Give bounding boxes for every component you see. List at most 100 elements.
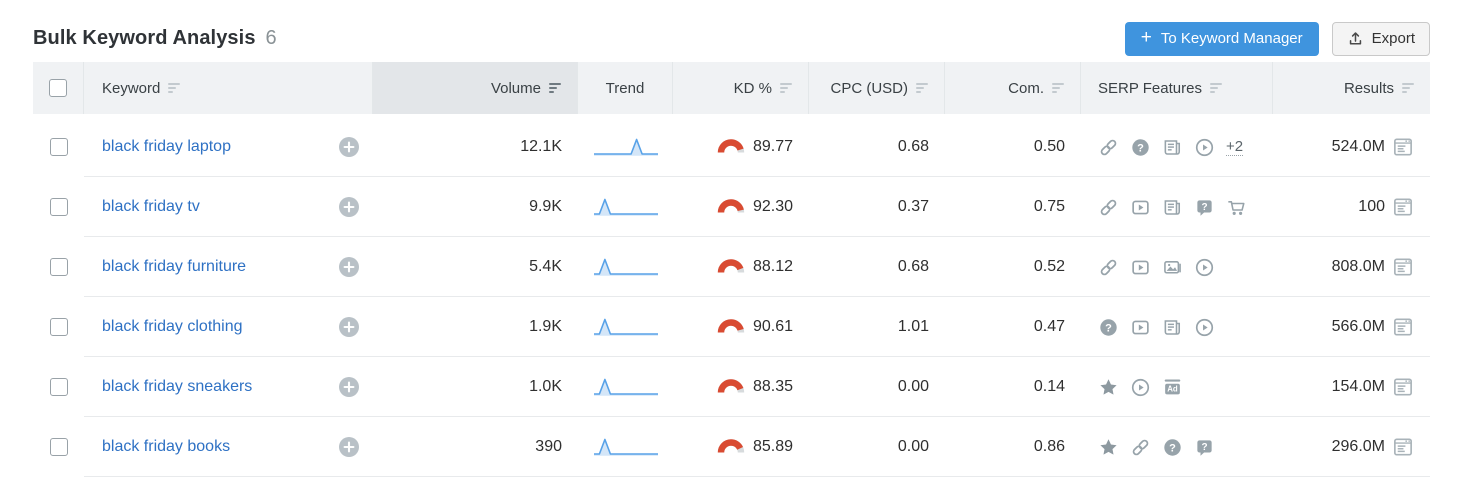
keyword-cell: black friday tv [84, 177, 373, 237]
cpc-value: 0.37 [897, 198, 929, 215]
export-label: Export [1371, 30, 1415, 47]
volume-cell: 1.0K [373, 357, 578, 417]
com-value: 0.75 [1033, 198, 1065, 215]
results-cell: 100 [1273, 177, 1430, 237]
kd-column-label: KD % [733, 79, 772, 97]
video-square-icon [1130, 317, 1151, 338]
keyword-cell: black friday books [84, 417, 373, 477]
add-to-list-button[interactable] [338, 136, 360, 158]
volume-column-label: Volume [490, 79, 541, 97]
add-to-list-button[interactable] [338, 316, 360, 338]
shopping-cart-icon [1226, 197, 1247, 218]
svg-text:?: ? [1201, 442, 1207, 453]
column-header-cpc[interactable]: CPC (USD) [809, 62, 945, 114]
keyword-link[interactable]: black friday tv [102, 198, 200, 215]
cpc-value: 0.68 [897, 138, 929, 155]
kd-cell: 88.35 [673, 357, 809, 417]
column-header-keyword[interactable]: Keyword [84, 62, 373, 114]
results-value: 566.0M [1331, 318, 1385, 335]
select-all-checkbox[interactable] [49, 79, 67, 97]
column-header-volume[interactable]: Volume [373, 62, 578, 114]
com-cell: 0.14 [945, 357, 1081, 417]
sort-icon [780, 83, 792, 93]
row-select-cell [33, 297, 84, 357]
com-value: 0.86 [1033, 438, 1065, 455]
keyword-link[interactable]: black friday books [102, 438, 231, 455]
row-checkbox[interactable] [49, 378, 68, 396]
table-row: black friday tv 9.9K 92.30 0.37 0.75 ? 1… [33, 177, 1430, 237]
volume-value: 1.9K [529, 318, 562, 335]
cpc-value: 0.00 [897, 438, 929, 455]
kd-gauge-icon [716, 198, 746, 216]
com-cell: 0.75 [945, 177, 1081, 237]
row-checkbox[interactable] [49, 318, 68, 336]
link-icon [1098, 197, 1119, 218]
row-select-cell [33, 177, 84, 237]
serp-features-cell: Ad [1081, 357, 1273, 417]
row-checkbox[interactable] [49, 438, 68, 456]
serp-features: ?? [1098, 437, 1215, 458]
com-value: 0.14 [1033, 378, 1065, 395]
trend-cell [578, 237, 673, 297]
results-column-label: Results [1343, 79, 1394, 97]
keyword-link[interactable]: black friday clothing [102, 318, 243, 335]
add-to-list-button[interactable] [338, 196, 360, 218]
cpc-cell: 0.37 [809, 177, 945, 237]
results-cell: 524.0M [1273, 117, 1430, 177]
to-keyword-manager-button[interactable]: + To Keyword Manager [1124, 21, 1319, 56]
keyword-cell: black friday laptop [84, 117, 373, 177]
keyword-link[interactable]: black friday sneakers [102, 378, 253, 395]
row-checkbox[interactable] [49, 258, 68, 276]
serp-features-cell: ? [1081, 177, 1273, 237]
results-value: 808.0M [1331, 258, 1385, 275]
serp-features-cell: ? +2 [1081, 117, 1273, 177]
serp-snapshot-icon[interactable] [1392, 136, 1414, 158]
add-to-list-button[interactable] [338, 256, 360, 278]
add-to-list-button[interactable] [338, 376, 360, 398]
kd-cell: 90.61 [673, 297, 809, 357]
serp-features-column-label: SERP Features [1098, 79, 1202, 97]
serp-snapshot-icon[interactable] [1392, 376, 1414, 398]
sort-icon [916, 83, 928, 93]
trend-column-label: Trend [605, 79, 645, 97]
results-value: 524.0M [1331, 138, 1385, 155]
table-body: black friday laptop 12.1K 89.77 0.68 0.5… [33, 117, 1430, 477]
com-cell: 0.52 [945, 237, 1081, 297]
serp-features: ? [1098, 317, 1215, 338]
volume-cell: 12.1K [373, 117, 578, 177]
cpc-value: 0.00 [897, 378, 929, 395]
column-header-results[interactable]: Results [1273, 62, 1430, 114]
plus-icon: + [1140, 27, 1152, 48]
column-header-com[interactable]: Com. [945, 62, 1081, 114]
kd-cell: 88.12 [673, 237, 809, 297]
kd-value: 88.12 [752, 258, 793, 275]
serp-snapshot-icon[interactable] [1392, 436, 1414, 458]
news-icon [1162, 317, 1183, 338]
page-title-wrap: Bulk Keyword Analysis 6 [33, 27, 277, 50]
video-circle-icon [1194, 317, 1215, 338]
news-icon [1162, 137, 1183, 158]
keyword-link[interactable]: black friday furniture [102, 258, 247, 275]
row-checkbox[interactable] [49, 198, 68, 216]
svg-text:?: ? [1201, 202, 1207, 213]
volume-value: 12.1K [520, 138, 562, 155]
trend-sparkline [593, 135, 659, 159]
serp-snapshot-icon[interactable] [1392, 256, 1414, 278]
results-value: 100 [1358, 198, 1385, 215]
to-keyword-manager-label: To Keyword Manager [1160, 30, 1303, 47]
serp-snapshot-icon[interactable] [1392, 316, 1414, 338]
row-checkbox[interactable] [49, 138, 68, 156]
add-to-list-button[interactable] [338, 436, 360, 458]
export-button[interactable]: Export [1331, 21, 1430, 56]
keyword-link[interactable]: black friday laptop [102, 138, 231, 155]
row-select-cell [33, 117, 84, 177]
serp-more-link[interactable]: +2 [1226, 137, 1244, 157]
sort-icon [168, 83, 181, 93]
serp-snapshot-icon[interactable] [1392, 196, 1414, 218]
com-cell: 0.47 [945, 297, 1081, 357]
video-circle-icon [1130, 377, 1151, 398]
com-cell: 0.86 [945, 417, 1081, 477]
column-header-kd[interactable]: KD % [673, 62, 809, 114]
column-header-serp-features[interactable]: SERP Features [1081, 62, 1273, 114]
